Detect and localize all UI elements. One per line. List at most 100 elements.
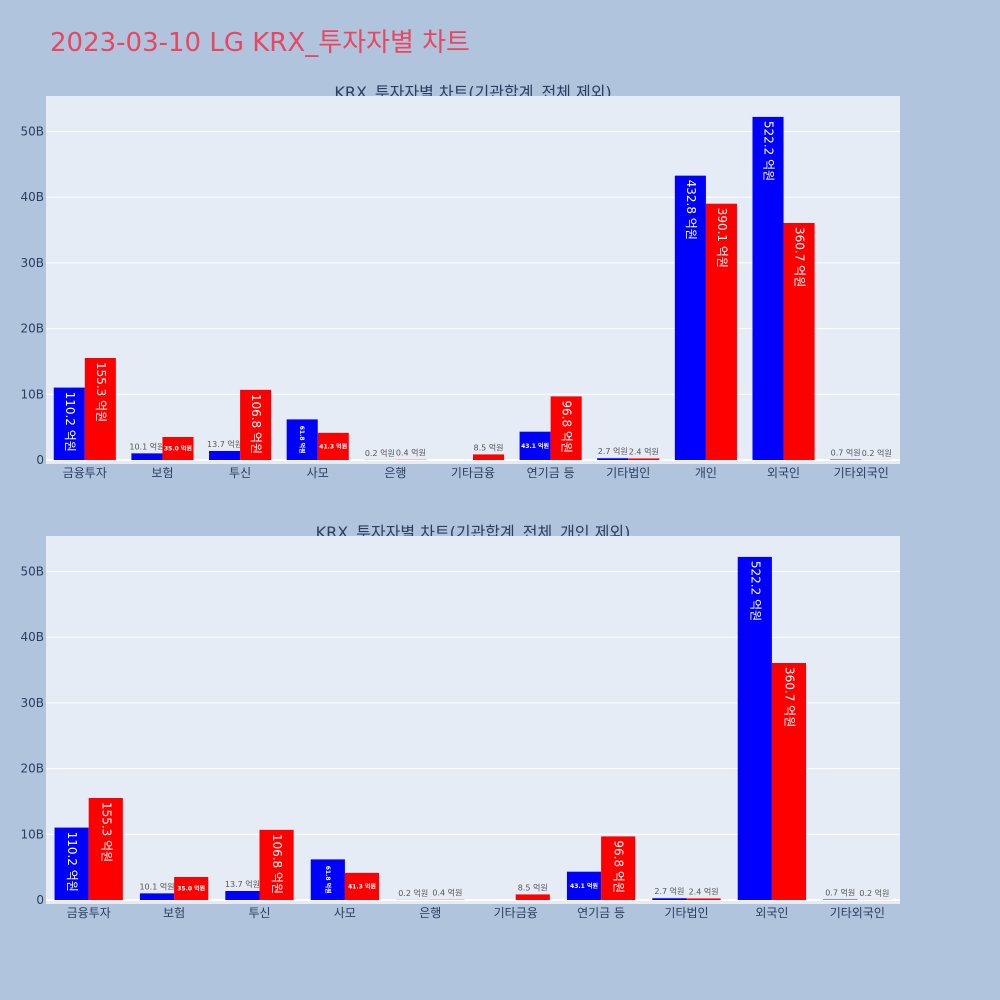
- bar: [174, 877, 209, 900]
- bar: [515, 894, 550, 900]
- bar: [53, 387, 85, 460]
- x-tick-label: 연기금 등: [577, 906, 625, 920]
- bar: [139, 893, 175, 900]
- data-label: 41.3 억원: [348, 882, 376, 890]
- y-tick-label: 0: [36, 893, 44, 907]
- bar: [473, 454, 505, 460]
- bar: [705, 203, 737, 461]
- data-label: 8.5 억원: [474, 442, 504, 452]
- bar: [771, 663, 807, 900]
- x-tick-label: 외국인: [755, 906, 788, 920]
- x-tick-label: 개인: [695, 466, 717, 480]
- data-label: 0.4 억원: [432, 888, 462, 898]
- y-tick-label: 50B: [20, 125, 44, 139]
- x-tick-label: 금융투자: [67, 906, 111, 920]
- x-tick-label: 사모: [334, 906, 356, 920]
- data-label: 13.7 억원: [225, 879, 260, 889]
- data-label: 0.2 억원: [859, 888, 889, 898]
- bar: [54, 827, 89, 900]
- y-tick-label: 40B: [20, 630, 44, 644]
- data-label: 2.7 억원: [598, 446, 628, 456]
- data-label: 2.4 억원: [689, 886, 719, 896]
- y-tick-label: 10B: [20, 827, 44, 841]
- data-label: 522.2 억원: [748, 561, 762, 621]
- y-tick-label: 30B: [20, 256, 44, 270]
- data-label: 106.8 억원: [249, 394, 263, 454]
- x-tick-label: 투신: [248, 906, 270, 920]
- bar: [240, 389, 272, 460]
- data-label: 432.8 억원: [684, 180, 698, 240]
- y-tick-label: 50B: [20, 565, 44, 579]
- x-tick-label: 외국인: [767, 466, 800, 480]
- bar: [628, 458, 660, 460]
- data-label: 0.2 억원: [365, 448, 395, 458]
- x-tick-label: 보험: [151, 466, 173, 480]
- bar: [84, 357, 116, 460]
- bar: [601, 836, 636, 900]
- x-tick-label: 은행: [384, 465, 406, 480]
- x-tick-label: 금융투자: [63, 466, 107, 480]
- y-tick-label: 30B: [20, 696, 44, 710]
- bar: [519, 431, 551, 460]
- data-label: 110.2 억원: [65, 832, 79, 892]
- y-tick-label: 40B: [20, 190, 44, 204]
- x-tick-label: 은행: [419, 905, 441, 920]
- data-label: 35.0 억원: [177, 885, 205, 893]
- data-label: 61.8 억원: [324, 866, 332, 894]
- bar: [566, 871, 602, 900]
- data-label: 0.4 억원: [396, 448, 426, 458]
- bar: [88, 797, 123, 900]
- data-label: 0.7 억원: [831, 448, 861, 458]
- data-label: 106.8 억원: [270, 834, 284, 894]
- bar: [317, 432, 349, 460]
- x-tick-label: 기타법인: [606, 466, 650, 480]
- x-tick-label: 사모: [307, 466, 329, 480]
- bar: [752, 116, 784, 460]
- x-tick-label: 투신: [229, 466, 251, 480]
- bar: [597, 458, 629, 460]
- x-tick-label: 연기금 등: [527, 466, 575, 480]
- y-tick-label: 20B: [20, 322, 44, 336]
- page-title: 2023-03-10 LG KRX_투자자별 차트: [50, 28, 470, 58]
- bar: [737, 556, 772, 900]
- data-label: 522.2 억원: [762, 121, 776, 181]
- data-label: 360.7 억원: [782, 667, 796, 727]
- bar: [131, 453, 163, 460]
- data-label: 360.7 억원: [793, 227, 807, 287]
- bar: [344, 872, 380, 900]
- data-label: 61.8 억원: [298, 426, 306, 454]
- data-label: 2.7 억원: [654, 886, 684, 896]
- x-tick-label: 기타외국인: [830, 906, 885, 920]
- data-label: 0.2 억원: [398, 888, 428, 898]
- data-label: 110.2 억원: [63, 392, 77, 452]
- data-label: 0.2 억원: [862, 448, 892, 458]
- y-tick-label: 10B: [20, 387, 44, 401]
- bar: [550, 396, 582, 460]
- data-label: 10.1 억원: [139, 881, 174, 891]
- y-tick-label: 0: [36, 453, 44, 467]
- x-tick-label: 기타외국인: [834, 466, 889, 480]
- data-label: 43.1 억원: [570, 882, 598, 890]
- bar: [259, 829, 294, 900]
- data-label: 96.8 억원: [612, 840, 626, 893]
- x-tick-label: 보험: [163, 906, 185, 920]
- data-label: 8.5 억원: [518, 882, 548, 892]
- data-label: 35.0 억원: [164, 445, 192, 453]
- bar: [686, 898, 721, 900]
- bar: [652, 898, 687, 900]
- data-label: 41.3 억원: [319, 442, 347, 450]
- data-label: 155.3 억원: [99, 802, 113, 862]
- data-label: 43.1 억원: [521, 442, 549, 450]
- bar: [310, 859, 345, 900]
- bar: [162, 437, 194, 460]
- bar: [225, 890, 260, 900]
- data-label: 0.7 억원: [825, 888, 855, 898]
- bar: [674, 175, 706, 461]
- data-label: 155.3 억원: [94, 362, 108, 422]
- x-tick-label: 기타금융: [494, 906, 538, 920]
- x-tick-label: 기타금융: [451, 466, 495, 480]
- data-label: 390.1 억원: [715, 208, 729, 268]
- x-tick-label: 기타법인: [664, 906, 708, 920]
